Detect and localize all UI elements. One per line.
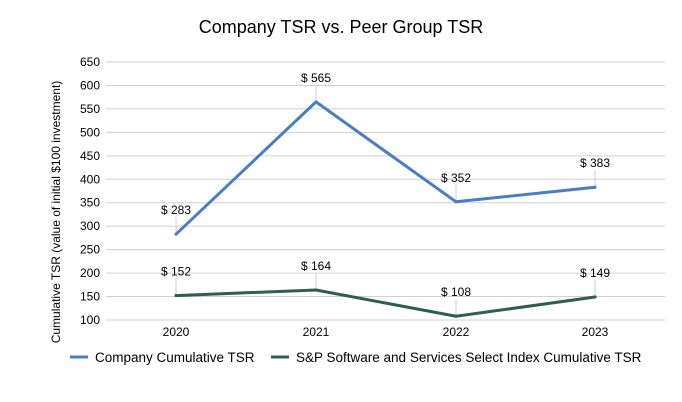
y-axis-label: Cumulative TSR (value of initial $100 in…: [49, 81, 63, 344]
x-tick-label: 2021: [303, 325, 330, 339]
y-tick-label: 200: [80, 266, 100, 280]
y-tick-label: 150: [80, 290, 100, 304]
y-tick-label: 350: [80, 196, 100, 210]
x-tick-label: 2022: [443, 325, 470, 339]
legend-label: S&P Software and Services Select Index C…: [296, 350, 642, 365]
series-group: $ 283 $ 565 $ 352 $ 383 $ 152 $ 164 $ 108 $ 149: [161, 71, 610, 318]
y-tick-label: 550: [80, 102, 100, 116]
data-label: $ 108: [441, 285, 471, 299]
series-line: [174, 100, 597, 236]
x-axis-ticks: 2020 2021 2022 2023: [163, 325, 609, 339]
series-line: [174, 288, 597, 318]
data-label: $ 283: [161, 203, 191, 217]
legend-item: S&P Software and Services Select Index C…: [271, 350, 642, 365]
chart-title: Company TSR vs. Peer Group TSR: [199, 17, 483, 37]
legend-label: Company Cumulative TSR: [95, 350, 255, 365]
y-tick-label: 650: [80, 55, 100, 69]
y-tick-label: 450: [80, 149, 100, 163]
gridlines: [106, 61, 665, 321]
data-point: [593, 295, 597, 299]
data-label: $ 383: [580, 156, 610, 170]
data-point: [314, 100, 318, 104]
data-point: [174, 232, 178, 236]
data-label: $ 352: [441, 171, 471, 185]
data-point: [454, 200, 458, 204]
data-label: $ 152: [161, 265, 191, 279]
y-axis-ticks: 100 150 200 250 300 350 400 450 500 550 600 650: [80, 55, 100, 327]
x-tick-label: 2023: [582, 325, 609, 339]
y-tick-label: 400: [80, 172, 100, 186]
data-label: $ 565: [301, 71, 331, 85]
legend-item: Company Cumulative TSR: [70, 350, 255, 365]
y-tick-label: 250: [80, 243, 100, 257]
y-tick-label: 300: [80, 219, 100, 233]
data-point: [174, 294, 178, 298]
series-2: $ 152 $ 164 $ 108 $ 149: [161, 259, 610, 318]
legend: Company Cumulative TSR S&P Software and S…: [70, 350, 642, 365]
data-label: $ 149: [580, 266, 610, 280]
series-1: $ 283 $ 565 $ 352 $ 383: [161, 71, 610, 236]
y-tick-label: 100: [80, 313, 100, 327]
data-point: [593, 185, 597, 189]
y-tick-label: 500: [80, 125, 100, 139]
y-tick-label: 600: [80, 78, 100, 92]
data-label: $ 164: [301, 259, 331, 273]
x-tick-label: 2020: [163, 325, 190, 339]
data-point: [454, 314, 458, 318]
data-point: [314, 288, 318, 292]
